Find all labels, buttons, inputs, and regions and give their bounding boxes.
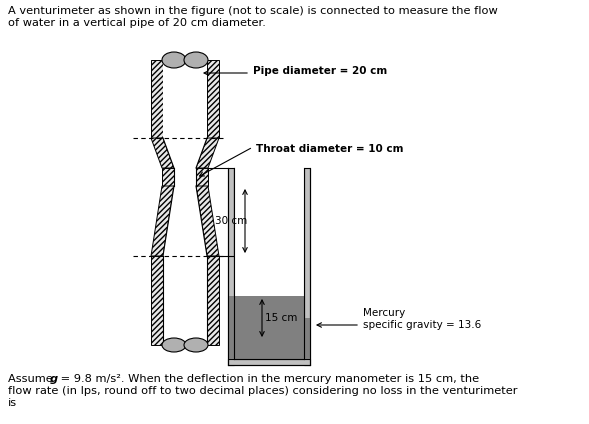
Text: flow rate (in lps, round off to two decimal places) considering no loss in the v: flow rate (in lps, round off to two deci… (8, 386, 518, 396)
Text: Pipe diameter = 20 cm: Pipe diameter = 20 cm (253, 66, 387, 76)
Ellipse shape (184, 338, 208, 352)
Polygon shape (196, 168, 208, 186)
Text: 30 cm: 30 cm (215, 216, 247, 226)
Polygon shape (207, 60, 219, 138)
Text: 15 cm: 15 cm (265, 313, 297, 323)
Polygon shape (163, 138, 207, 168)
Polygon shape (196, 186, 219, 256)
Polygon shape (196, 138, 219, 168)
Polygon shape (163, 186, 207, 256)
Bar (228, 168, 234, 365)
Bar (234, 168, 304, 296)
Ellipse shape (184, 52, 208, 68)
Bar (304, 318, 310, 359)
Polygon shape (163, 60, 207, 138)
Text: Throat diameter = 10 cm: Throat diameter = 10 cm (256, 144, 403, 154)
Polygon shape (151, 60, 163, 138)
Bar (228, 359, 310, 365)
Text: Mercury: Mercury (363, 308, 405, 318)
Bar (228, 296, 234, 359)
Ellipse shape (162, 52, 186, 68)
Bar (304, 168, 310, 365)
Polygon shape (151, 138, 174, 168)
Text: g: g (50, 374, 58, 384)
Polygon shape (163, 256, 207, 345)
Text: = 9.8 m/s². When the deflection in the mercury manometer is 15 cm, the: = 9.8 m/s². When the deflection in the m… (57, 374, 479, 384)
Polygon shape (174, 168, 196, 186)
Polygon shape (151, 186, 174, 256)
Polygon shape (162, 168, 174, 186)
Polygon shape (151, 256, 163, 345)
Bar (234, 168, 304, 359)
Polygon shape (207, 256, 219, 345)
Text: specific gravity = 13.6: specific gravity = 13.6 (363, 320, 481, 330)
Text: Assume: Assume (8, 374, 57, 384)
Text: of water in a vertical pipe of 20 cm diameter.: of water in a vertical pipe of 20 cm dia… (8, 18, 266, 28)
Ellipse shape (162, 338, 186, 352)
Text: A venturimeter as shown in the figure (not to scale) is connected to measure the: A venturimeter as shown in the figure (n… (8, 6, 498, 16)
Text: is: is (8, 398, 17, 408)
Bar (234, 296, 304, 359)
